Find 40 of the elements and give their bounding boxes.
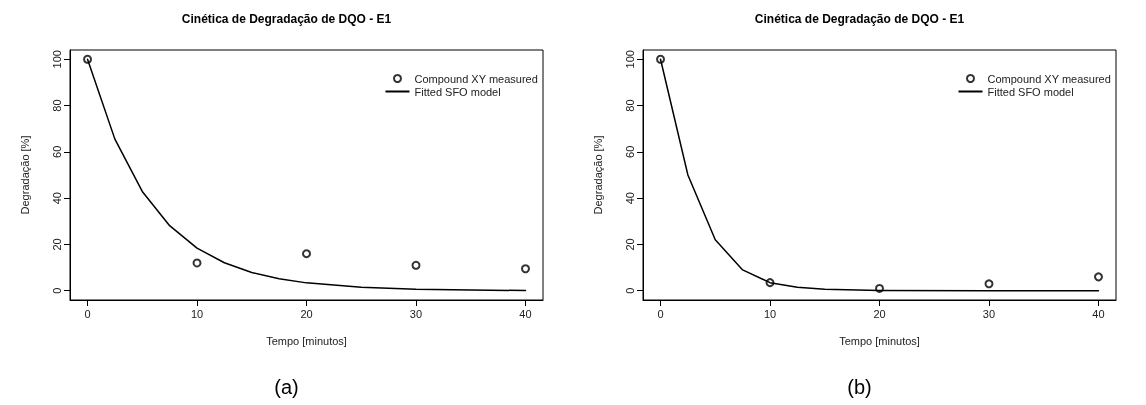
chart-title: Cinética de Degradação de DQO - E1	[181, 12, 392, 26]
x-tick-label: 30	[409, 307, 423, 320]
point	[520, 264, 530, 274]
y-tick-label: 40	[50, 192, 63, 205]
y-tick-label: 100	[623, 50, 636, 69]
x-axis-title: Tempo [minutos]	[266, 334, 347, 347]
y-tick-label: 100	[50, 50, 63, 69]
point	[1093, 272, 1103, 282]
x-tick-label: 40	[519, 307, 532, 320]
x-tick-label: 10	[190, 307, 204, 320]
point	[302, 249, 311, 259]
x-axis-title: Tempo [minutos]	[839, 334, 920, 347]
chart-title: Cinética de Degradação de DQO - E1	[754, 12, 965, 26]
legend-label: Fitted SFO model	[987, 85, 1074, 98]
y-tick-label: 20	[623, 238, 636, 251]
y-tick-label: 60	[50, 145, 63, 158]
y-axis-title: Degradação [%]	[18, 135, 31, 215]
y-tick-label: 40	[623, 192, 636, 205]
y-tick-label: 60	[623, 145, 636, 158]
legend-label: Compound XY measured	[987, 72, 1111, 85]
legend-label: Fitted SFO model	[414, 85, 501, 98]
x-tick-label: 20	[300, 307, 313, 320]
y-axis-title: Degradação [%]	[591, 135, 604, 215]
y-tick-label: 0	[623, 287, 636, 294]
x-tick-label: 30	[982, 307, 996, 320]
y-tick-label: 80	[623, 99, 636, 112]
point	[411, 260, 421, 270]
point	[192, 258, 202, 268]
point	[984, 279, 994, 289]
text: (a)	[274, 376, 299, 398]
y-tick-label: 80	[50, 99, 63, 112]
x-tick-label: 10	[763, 307, 777, 320]
y-tick-label: 20	[50, 238, 63, 251]
y-tick-label: 0	[50, 287, 63, 294]
x-tick-label: 0	[657, 307, 664, 320]
x-tick-label: 40	[1092, 307, 1105, 320]
text: (b)	[847, 376, 872, 398]
x-tick-label: 20	[873, 307, 886, 320]
x-tick-label: 0	[84, 307, 91, 320]
legend-label: Compound XY measured	[414, 72, 538, 85]
